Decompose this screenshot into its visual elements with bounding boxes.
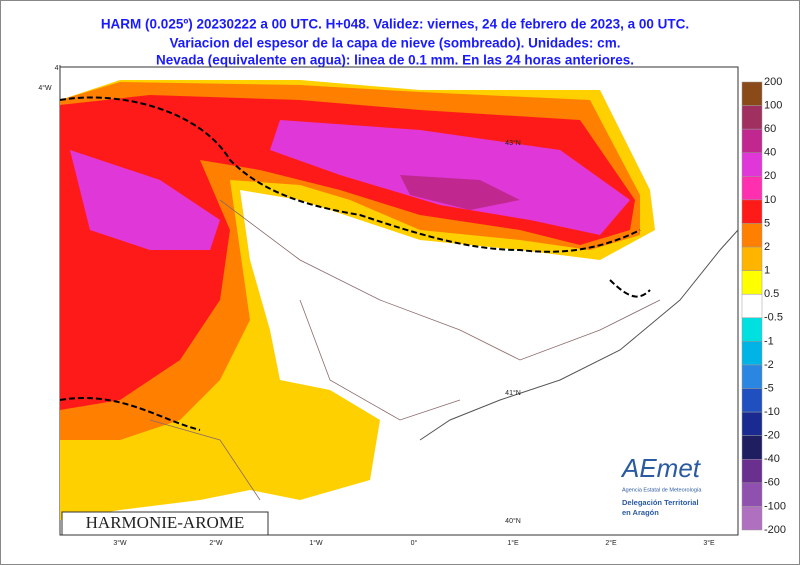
lon-label: 2°E xyxy=(605,539,617,547)
colorbar-label: -0.5 xyxy=(764,312,783,324)
title-line: Variacion del espesor de la capa de niev… xyxy=(170,36,621,51)
colorbar: 200 100 60 40 20 10 5 2 1 0.5 -0.5 -1 -2 -5 -10 -20 -40 -… xyxy=(741,76,786,536)
lat-label: 41°N xyxy=(505,389,521,397)
colorbar-cell xyxy=(741,81,763,106)
colorbar-cell xyxy=(741,105,763,130)
colorbar-cell xyxy=(741,388,763,413)
lon-label: 1°E xyxy=(507,539,519,547)
colorbar-label: -40 xyxy=(764,453,780,465)
colorbar-cell xyxy=(741,341,763,366)
colorbar-label: 1 xyxy=(764,265,770,277)
logo-brand: AEmet xyxy=(620,453,702,483)
colorbar-label: 10 xyxy=(764,194,776,206)
colorbar-label: -200 xyxy=(764,524,786,536)
colorbar-cell xyxy=(741,364,763,389)
colorbar-label: 40 xyxy=(764,147,776,159)
model-label-box xyxy=(61,511,269,536)
colorbar-label: 20 xyxy=(764,170,776,182)
colorbar-label: 2 xyxy=(764,241,770,253)
coastline xyxy=(419,229,739,441)
lon-label: 3°E xyxy=(703,539,715,547)
lat-label: 4° xyxy=(55,64,62,72)
logo-text: en Aragón xyxy=(622,508,659,517)
colorbar-label: -20 xyxy=(764,430,780,442)
title-line: Nevada (equivalente en agua): linea de 0… xyxy=(156,53,634,68)
lat-label: 43°N xyxy=(505,139,521,147)
colorbar-cell xyxy=(741,246,763,271)
colorbar-cell xyxy=(741,223,763,248)
colorbar-label: -2 xyxy=(764,359,774,371)
colorbar-cell xyxy=(741,317,763,342)
lon-label: 0° xyxy=(411,539,418,547)
colorbar-cell xyxy=(741,459,763,484)
colorbar-cell xyxy=(741,482,763,507)
colorbar-cell xyxy=(741,506,763,531)
title-line: HARM (0.025º) 20230222 a 00 UTC. H+048. … xyxy=(101,17,689,32)
lon-label: 3°W xyxy=(113,539,127,547)
snow-area xyxy=(70,120,630,250)
lat-label: 4°W xyxy=(38,84,52,92)
colorbar-cell xyxy=(741,293,763,319)
model-label: HARMONIE-AROME xyxy=(86,513,245,532)
precip-contour xyxy=(59,96,651,431)
colorbar-cell xyxy=(741,152,763,177)
colorbar-label: -60 xyxy=(764,477,780,489)
map-area xyxy=(59,66,739,536)
boundary xyxy=(149,199,661,501)
colorbar-label: 100 xyxy=(764,99,782,111)
colorbar-label: -100 xyxy=(764,500,786,512)
lon-label: 2°W xyxy=(209,539,223,547)
snow-area xyxy=(400,175,520,210)
logo: AEmet Agencia Estatal de Meteorología De… xyxy=(620,453,702,517)
colorbar-label: -1 xyxy=(764,335,774,347)
colorbar-cell xyxy=(741,435,763,460)
colorbar-label: -10 xyxy=(764,406,780,418)
lat-label: 40°N xyxy=(505,517,521,525)
logo-agency: Agencia Estatal de Meteorología xyxy=(622,487,702,493)
colorbar-label: 200 xyxy=(764,76,782,88)
graticule-labels: 4° 4°W 43°N 41°N 40°N 3°W 2°W 1°W 0° 1°E 2°E 3°E xyxy=(38,64,715,547)
colorbar-cell xyxy=(741,128,763,153)
colorbar-label: 60 xyxy=(764,123,776,135)
colorbar-cell xyxy=(741,199,763,224)
logo-text: Delegación Territorial xyxy=(622,498,699,507)
colorbar-label: -5 xyxy=(764,382,774,394)
lon-label: 1°W xyxy=(309,539,323,547)
colorbar-label: 0.5 xyxy=(764,288,779,300)
colorbar-cell xyxy=(741,270,763,295)
colorbar-cell xyxy=(741,411,763,436)
colorbar-cell xyxy=(741,176,763,201)
colorbar-label: 5 xyxy=(764,217,770,229)
